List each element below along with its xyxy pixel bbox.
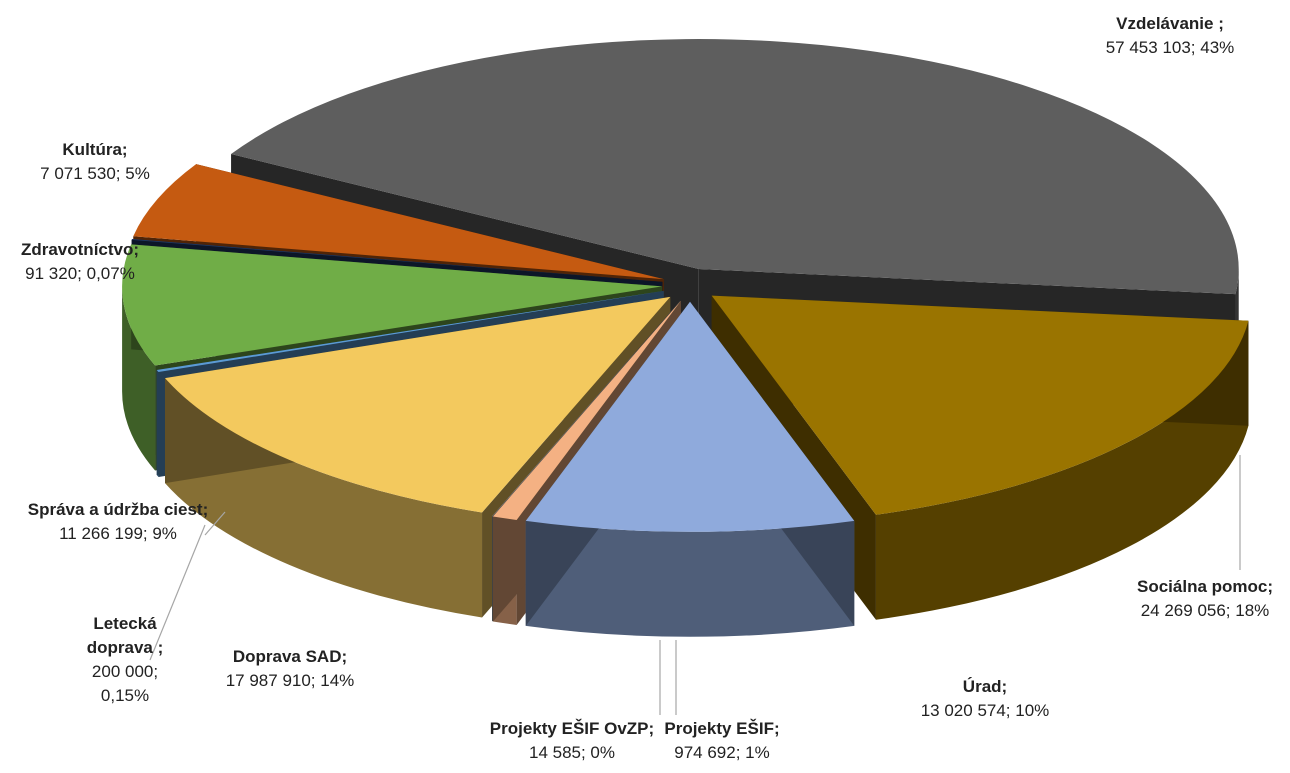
slice [231,39,1239,295]
category-label: Sociálna pomoc; [1136,577,1274,596]
slice-side [525,520,855,637]
value-label: 24 269 056; 18% [1140,601,1270,620]
slice [133,164,664,280]
value-label: 200 000; 0,15% [91,662,159,705]
category-label: Zdravotníctvo; [20,240,140,259]
pie-tops [122,39,1249,532]
value-label: 11 266 199; 9% [59,524,177,543]
slice [525,301,855,532]
value-label: 14 585; 0% [528,743,616,762]
value-label: 57 453 103; 43% [1105,38,1235,57]
data-label: Správa a údržba ciest; 11 266 199; 9% [28,498,208,546]
category-label: Letecká doprava ; [86,614,164,657]
value-label: 91 320; 0,07% [25,264,135,283]
category-label: Úrad; [962,677,1008,696]
slice [122,244,663,366]
slice-side [165,378,483,618]
value-label: 13 020 574; 10% [920,701,1050,720]
data-label: Kultúra; 7 071 530; 5% [40,138,150,186]
slice-side [122,286,156,471]
category-label: Doprava SAD; [232,647,348,666]
category-label: Vzdelávanie ; [1116,14,1224,33]
leader-line [149,524,206,661]
category-label: Projekty EŠIF; [664,719,780,738]
slice-side [875,320,1249,620]
slice [131,238,663,282]
slice [493,300,681,520]
slice [165,296,671,513]
value-label: 974 692; 1% [674,743,770,762]
data-label: Projekty EŠIF; 974 692; 1% [664,717,779,765]
value-label: 7 071 530; 5% [40,164,150,183]
data-label: Letecká doprava ; 200 000; 0,15% [75,612,175,708]
category-label: Projekty EŠIF OvZP; [489,719,655,738]
data-label: Projekty EŠIF OvZP; 14 585; 0% [490,717,654,765]
data-label: Vzdelávanie ; 57 453 103; 43% [1106,12,1235,60]
data-label: Sociálna pomoc; 24 269 056; 18% [1137,575,1273,623]
value-label: 17 987 910; 14% [225,671,355,690]
slice [156,290,664,373]
data-label: Doprava SAD; 17 987 910; 14% [226,645,355,693]
category-label: Správa a údržba ciest; [27,500,209,519]
data-label: Úrad; 13 020 574; 10% [921,675,1050,723]
leader-line [204,511,226,536]
category-label: Kultúra; [62,140,128,159]
slice [492,300,681,517]
data-label: Zdravotníctvo; 91 320; 0,07% [21,238,139,286]
slice [711,295,1249,515]
